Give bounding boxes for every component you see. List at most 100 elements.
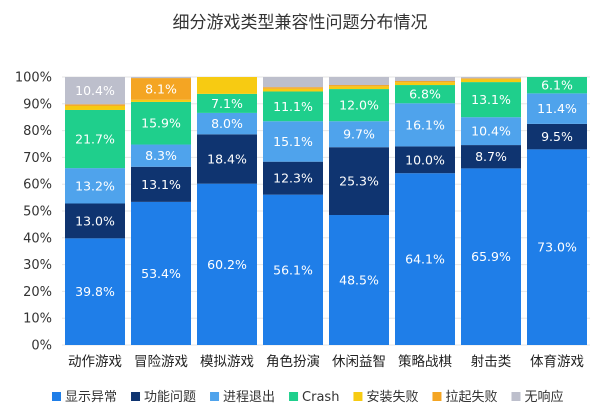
data-label: 8.7% (475, 149, 507, 164)
bar-segment (461, 77, 521, 79)
legend-label: Crash (302, 390, 339, 405)
bar-segment (197, 183, 257, 345)
bar-segment (263, 88, 323, 92)
data-label: 8.3% (145, 148, 177, 163)
data-label: 10.4% (75, 83, 115, 98)
bar-segment (329, 121, 389, 148)
bar-segment (329, 89, 389, 122)
data-label: 16.1% (405, 117, 445, 132)
y-tick-label: 50% (23, 205, 52, 220)
legend-swatch (289, 392, 299, 401)
bar-segment (263, 194, 323, 345)
legend-item: 进程退出 (210, 390, 275, 405)
legend-label: 显示异常 (65, 390, 117, 405)
bar-segment (395, 77, 455, 82)
y-tick-label: 70% (23, 151, 52, 166)
bar-segment (329, 215, 389, 345)
data-label: 7.1% (211, 96, 243, 111)
bar-segment (395, 173, 455, 345)
y-tick-label: 60% (23, 178, 52, 193)
bar-segment (263, 91, 323, 122)
bar-segment (65, 77, 125, 105)
data-label: 12.0% (339, 98, 379, 113)
data-label: 15.1% (273, 134, 313, 149)
bar-segment (197, 77, 257, 94)
data-label: 25.3% (339, 174, 379, 189)
x-tick-label: 冒险游戏 (134, 354, 188, 370)
legend-item: 无响应 (511, 389, 564, 405)
data-label: 39.8% (75, 284, 115, 299)
bar-segment (461, 78, 521, 80)
bar-segment (131, 166, 191, 202)
bar-segment (65, 203, 125, 239)
legend-label: 拉起失败 (445, 390, 497, 405)
data-label: 8.0% (211, 116, 243, 131)
legend-item: 安装失败 (353, 390, 418, 405)
bar-segment (461, 117, 521, 146)
bar-segment (527, 123, 587, 150)
bar-segment (65, 168, 125, 204)
legend-label: 功能问题 (144, 390, 196, 405)
bar-segment (263, 77, 323, 88)
data-label: 53.4% (141, 266, 181, 281)
y-tick-label: 10% (23, 312, 52, 327)
bars (65, 77, 587, 345)
bar-segment (461, 79, 521, 83)
bar-segment (461, 82, 521, 118)
bar-segment (329, 77, 389, 86)
bar-segment (395, 85, 455, 104)
legend-label: 安装失败 (366, 390, 418, 405)
data-label: 9.5% (541, 129, 573, 144)
bar-segment (395, 82, 455, 86)
bar-segment (65, 109, 125, 169)
x-tick-label: 策略战棋 (398, 353, 452, 370)
data-label: 65.9% (471, 249, 511, 264)
y-axis: 0% 10% 20% 30% 40% 50% 60% 70% 80% 90% 100% (15, 71, 52, 354)
bar-segment (461, 168, 521, 345)
data-label: 10.4% (471, 124, 511, 139)
y-tick-label: 100% (15, 71, 52, 86)
x-tick-label: 体育游戏 (530, 354, 584, 370)
x-axis: 动作游戏 冒险游戏 模拟游戏 角色扮演 休闲益智 策略战棋 射击类 体育游戏 (68, 353, 584, 370)
data-label: 73.0% (537, 240, 577, 255)
data-label: 56.1% (273, 262, 313, 277)
legend-swatch (52, 392, 61, 401)
legend-swatch (432, 392, 442, 401)
legend-swatch (210, 392, 220, 401)
y-tick-label: 30% (23, 258, 52, 273)
bar-segment (65, 238, 125, 345)
bar-segment (527, 93, 587, 124)
legend-item: 功能问题 (131, 390, 196, 405)
bar-segment (329, 85, 389, 87)
legend: 显示异常 功能问题 进程退出 Crash 安装失败 拉起失败 无响应 (52, 389, 564, 405)
bar-segment (131, 101, 191, 145)
x-tick-label: 休闲益智 (332, 354, 386, 370)
legend-item: 拉起失败 (432, 390, 497, 405)
bar-segment (65, 104, 125, 106)
x-tick-label: 射击类 (471, 354, 512, 370)
data-label: 6.8% (409, 87, 441, 102)
bar-segment (131, 144, 191, 167)
data-label: 64.1% (405, 252, 445, 267)
bar-segment (263, 87, 323, 89)
bar-segment (197, 93, 257, 113)
legend-item: 显示异常 (52, 390, 117, 405)
data-label: 21.7% (75, 132, 115, 147)
y-tick-label: 90% (23, 97, 52, 112)
bar-segment (329, 86, 389, 90)
legend-label: 无响应 (524, 389, 563, 405)
data-label: 6.1% (541, 78, 573, 93)
legend-label: 进程退出 (223, 390, 275, 405)
y-tick-label: 80% (23, 124, 52, 139)
y-tick-label: 0% (31, 339, 52, 354)
bar-segment (527, 149, 587, 345)
data-label: 48.5% (339, 273, 379, 288)
legend-item: Crash (289, 390, 339, 405)
chart-title: 细分游戏类型兼容性问题分布情况 (172, 13, 428, 33)
data-label: 11.4% (537, 101, 577, 116)
bar-segment (395, 81, 455, 83)
bar-segment (131, 77, 191, 79)
bar-segment (263, 121, 323, 162)
y-tick-label: 20% (23, 285, 52, 300)
